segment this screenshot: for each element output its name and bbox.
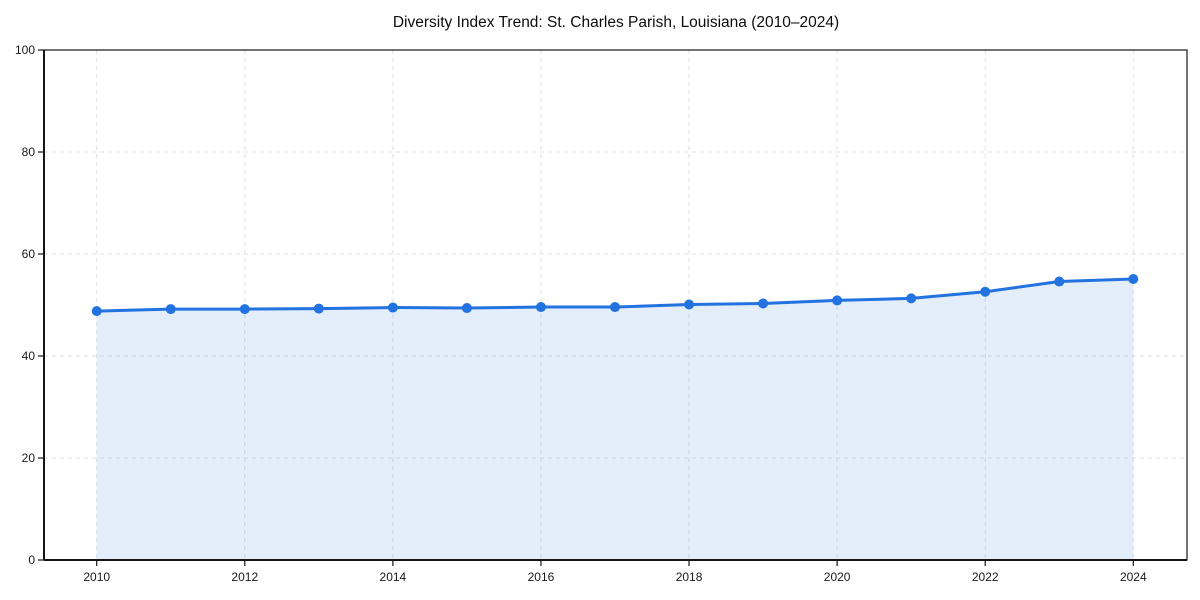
data-point-2024 bbox=[1128, 273, 1139, 284]
data-point-2011 bbox=[165, 304, 176, 315]
x-tick-label-2022: 2022 bbox=[972, 570, 999, 584]
data-point-2014 bbox=[387, 302, 398, 313]
data-point-2018 bbox=[684, 299, 695, 310]
x-tick-label-2016: 2016 bbox=[528, 570, 555, 584]
y-tick-label-0: 0 bbox=[28, 553, 35, 567]
x-tick-label-2010: 2010 bbox=[83, 570, 110, 584]
data-point-2020 bbox=[832, 295, 843, 306]
data-point-2015 bbox=[461, 303, 472, 314]
data-point-2013 bbox=[313, 303, 324, 314]
x-tick-label-2020: 2020 bbox=[824, 570, 851, 584]
x-tick-label-2014: 2014 bbox=[380, 570, 407, 584]
data-point-2023 bbox=[1054, 276, 1065, 287]
y-tick-label-100: 100 bbox=[15, 43, 35, 57]
y-tick-label-60: 60 bbox=[22, 247, 36, 261]
y-tick-label-20: 20 bbox=[22, 451, 36, 465]
plot-area: 0 20 40 60 80 100 2010 2012 2014 2016 2018 2020 2022… bbox=[15, 43, 1188, 584]
x-tick-label-2012: 2012 bbox=[231, 570, 258, 584]
x-tick-label-2018: 2018 bbox=[676, 570, 703, 584]
area-fill bbox=[96, 278, 1134, 560]
y-tick-label-80: 80 bbox=[22, 145, 36, 159]
data-point-2019 bbox=[758, 298, 769, 309]
data-point-2016 bbox=[535, 302, 546, 313]
y-tick-label-40: 40 bbox=[22, 349, 36, 363]
data-point-2010 bbox=[91, 306, 102, 317]
x-tick-label-2024: 2024 bbox=[1120, 570, 1147, 584]
chart-title: Diversity Index Trend: St. Charles Paris… bbox=[393, 14, 839, 31]
data-point-2017 bbox=[610, 302, 620, 313]
data-point-2021 bbox=[906, 293, 917, 304]
data-point-2012 bbox=[239, 304, 250, 315]
data-point-2022 bbox=[980, 286, 991, 297]
